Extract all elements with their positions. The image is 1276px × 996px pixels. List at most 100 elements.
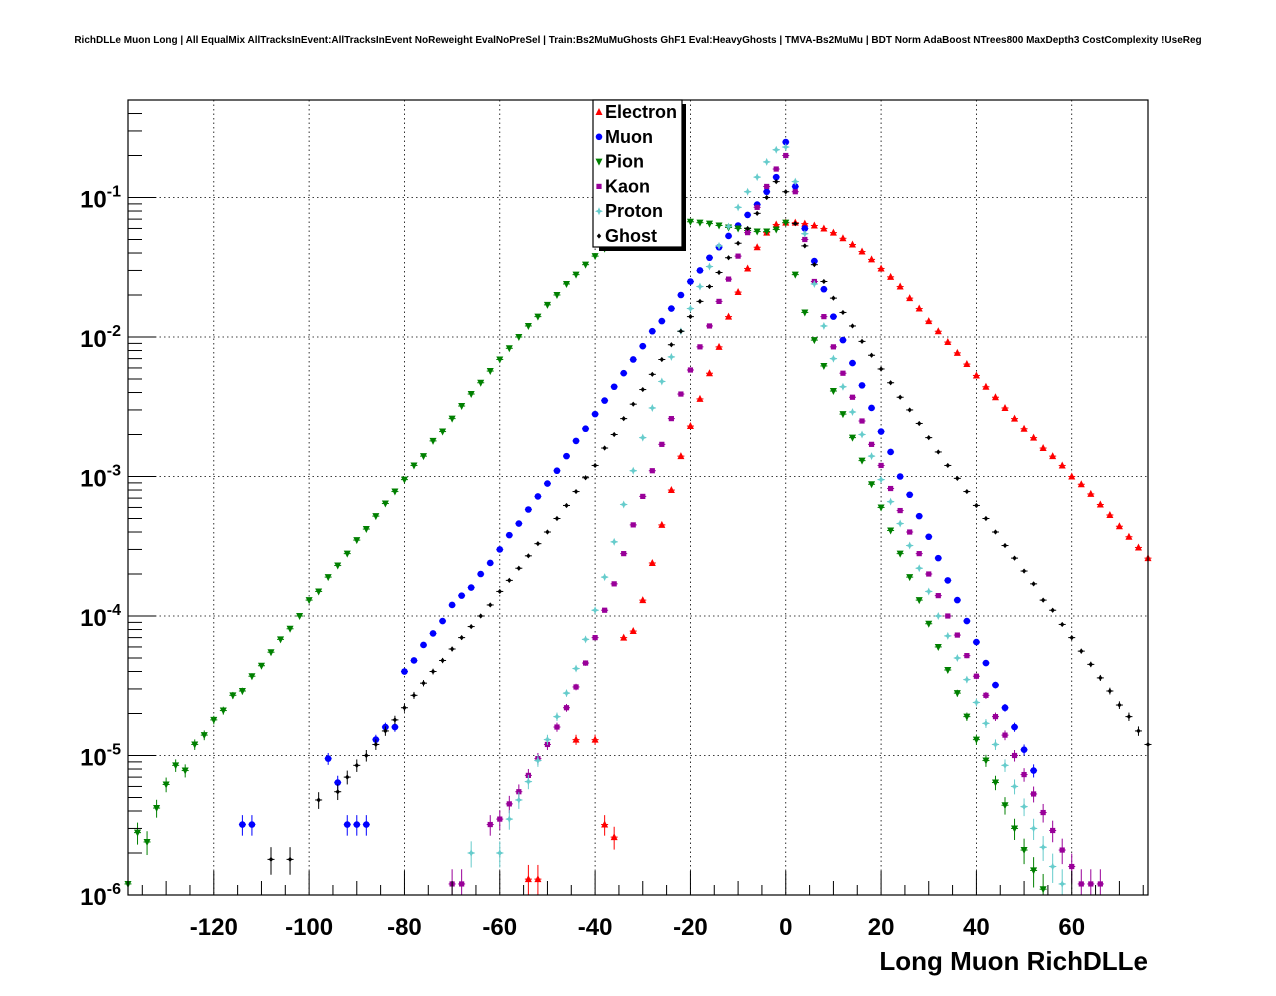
data-point (753, 243, 761, 251)
data-point (524, 322, 532, 330)
data-point (162, 781, 170, 789)
legend-label-proton: Proton (605, 201, 663, 221)
data-point (1069, 863, 1075, 870)
data-point (239, 821, 246, 828)
data-point (1011, 825, 1019, 833)
data-point (621, 416, 626, 422)
data-point (364, 752, 369, 759)
data-point (1106, 510, 1114, 518)
data-point (925, 317, 933, 325)
data-point (896, 473, 904, 480)
legend-marker-ghost (596, 233, 602, 239)
data-point (772, 220, 780, 228)
data-point (506, 801, 512, 807)
data-point (505, 815, 514, 824)
data-point (572, 735, 580, 743)
data-point (678, 391, 684, 397)
data-point (592, 635, 598, 641)
data-point (533, 756, 542, 765)
data-point (705, 262, 714, 271)
data-point (1011, 752, 1018, 759)
data-point (620, 633, 628, 641)
data-point (782, 138, 790, 146)
x-tick-label: 0 (779, 914, 792, 941)
data-point (334, 779, 342, 786)
data-point (686, 218, 694, 226)
data-point (783, 152, 789, 159)
data-point (268, 856, 274, 862)
data-point (705, 369, 713, 377)
data-point (1002, 542, 1008, 549)
data-point (526, 553, 531, 559)
data-point (421, 680, 426, 686)
data-point (801, 219, 809, 227)
data-point (906, 491, 913, 499)
data-point (859, 338, 865, 345)
data-point (448, 415, 456, 423)
data-point (848, 407, 857, 416)
data-point (715, 342, 723, 350)
data-point (581, 635, 590, 644)
data-point (858, 430, 867, 439)
data-point (677, 452, 685, 460)
data-point (324, 755, 332, 762)
data-point (1060, 621, 1065, 628)
data-point (868, 255, 876, 263)
data-point (353, 821, 361, 828)
legend-marker-pion (595, 158, 603, 166)
data-point (963, 713, 971, 721)
data-point (934, 643, 942, 651)
data-point (1020, 802, 1029, 811)
data-point (1078, 881, 1084, 887)
data-point (1134, 543, 1142, 551)
data-point (686, 304, 695, 313)
data-point (1039, 444, 1047, 452)
data-point (877, 475, 886, 484)
data-point (563, 705, 570, 711)
data-point (812, 262, 817, 268)
data-point (943, 631, 952, 640)
data-point (944, 577, 952, 584)
data-point (839, 411, 847, 419)
data-point (572, 437, 580, 445)
data-point (781, 143, 790, 152)
data-point (831, 295, 836, 301)
data-point (868, 404, 875, 412)
x-tick-label: 20 (868, 914, 895, 941)
data-point (554, 724, 560, 730)
data-point (963, 360, 971, 368)
data-point (697, 344, 703, 350)
data-point (335, 789, 340, 795)
data-point (820, 224, 828, 232)
data-point (791, 177, 800, 186)
data-point (496, 546, 504, 553)
data-point (955, 475, 960, 481)
data-point (983, 692, 989, 698)
data-point (458, 403, 466, 411)
data-point (639, 596, 647, 604)
data-point (981, 719, 990, 728)
data-point (362, 526, 370, 534)
data-point (562, 689, 571, 698)
data-point (363, 821, 370, 828)
data-point (745, 225, 750, 232)
data-point (925, 620, 933, 628)
data-point (982, 382, 990, 390)
data-point (1058, 879, 1067, 888)
data-point (621, 551, 627, 557)
x-tick-label: -20 (673, 914, 708, 941)
data-point (810, 337, 818, 345)
legend: Electron Muon Pion Kaon Proton Ghost (592, 99, 686, 251)
data-point (248, 673, 256, 681)
data-point (324, 574, 332, 582)
data-point (257, 662, 265, 670)
data-point (707, 283, 712, 290)
data-point (897, 394, 903, 400)
data-point (773, 166, 779, 172)
x-tick-label: -40 (578, 914, 613, 941)
data-point (783, 189, 788, 195)
data-point (1107, 688, 1113, 694)
legend-label-muon: Muon (605, 127, 653, 147)
data-point (850, 323, 855, 329)
data-point (849, 394, 856, 400)
